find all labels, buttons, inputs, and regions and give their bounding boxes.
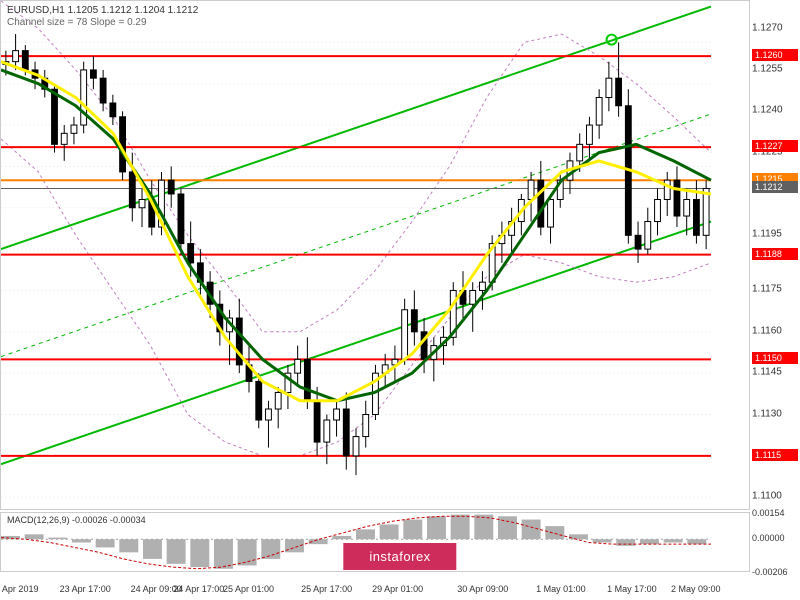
ohlc-label: 1.1205 1.1212 1.1204 1.1212 <box>68 5 199 16</box>
y-tick: 1.1130 <box>752 408 798 419</box>
macd-y-tick: 0.00154 <box>752 508 798 518</box>
y-tick: 1.1160 <box>752 325 798 336</box>
x-tick: 1 May 01:00 <box>536 584 586 594</box>
price-level-label: 1.1212 <box>752 181 798 193</box>
y-axis: 1.1100 1.1115 1.1130 1.1145 1.1160 1.1175 1.11… <box>750 0 800 510</box>
symbol-label: EURUSD,H1 <box>7 5 65 16</box>
main-chart[interactable]: EURUSD,H1 1.1205 1.1212 1.1204 1.1212 Ch… <box>0 0 750 510</box>
x-tick: 23 Apr 2019 <box>0 584 38 594</box>
macd-y-tick: 0.00000 <box>752 533 798 543</box>
price-level-label: 1.1150 <box>752 352 798 364</box>
price-chart-svg <box>1 1 751 511</box>
watermark-logo: instaforex <box>343 543 456 570</box>
x-tick: 24 Apr 17:00 <box>173 584 224 594</box>
x-tick: 2 May 09:00 <box>671 584 721 594</box>
price-level-label: 1.1227 <box>752 140 798 152</box>
price-level-label: 1.1188 <box>752 248 798 260</box>
y-tick: 1.1100 <box>752 491 798 502</box>
x-tick: 30 Apr 09:00 <box>457 584 508 594</box>
x-tick: 29 Apr 01:00 <box>372 584 423 594</box>
y-tick: 1.1175 <box>752 284 798 295</box>
x-tick: 25 Apr 01:00 <box>223 584 274 594</box>
chart-container: EURUSD,H1 1.1205 1.1212 1.1204 1.1212 Ch… <box>0 0 800 600</box>
x-tick: 1 May 17:00 <box>607 584 657 594</box>
y-tick: 1.1255 <box>752 63 798 74</box>
macd-y-tick: -0.00206 <box>752 567 798 577</box>
chart-header: EURUSD,H1 1.1205 1.1212 1.1204 1.1212 <box>7 5 198 16</box>
y-tick: 1.1145 <box>752 367 798 378</box>
y-tick: 1.1270 <box>752 22 798 33</box>
macd-label: MACD(12,26,9) -0.00026 -0.00034 <box>7 515 146 525</box>
price-level-label: 1.1115 <box>752 449 798 461</box>
y-tick: 1.1195 <box>752 229 798 240</box>
macd-y-axis: 0.001540.00000-0.00206 <box>750 512 800 572</box>
y-tick: 1.1240 <box>752 105 798 116</box>
channel-info: Channel size = 78 Slope = 0.29 <box>7 17 147 28</box>
x-tick: 23 Apr 17:00 <box>60 584 111 594</box>
x-axis: 23 Apr 201923 Apr 17:0024 Apr 09:0024 Ap… <box>0 574 750 600</box>
price-level-label: 1.1260 <box>752 49 798 61</box>
x-tick: 25 Apr 17:00 <box>301 584 352 594</box>
